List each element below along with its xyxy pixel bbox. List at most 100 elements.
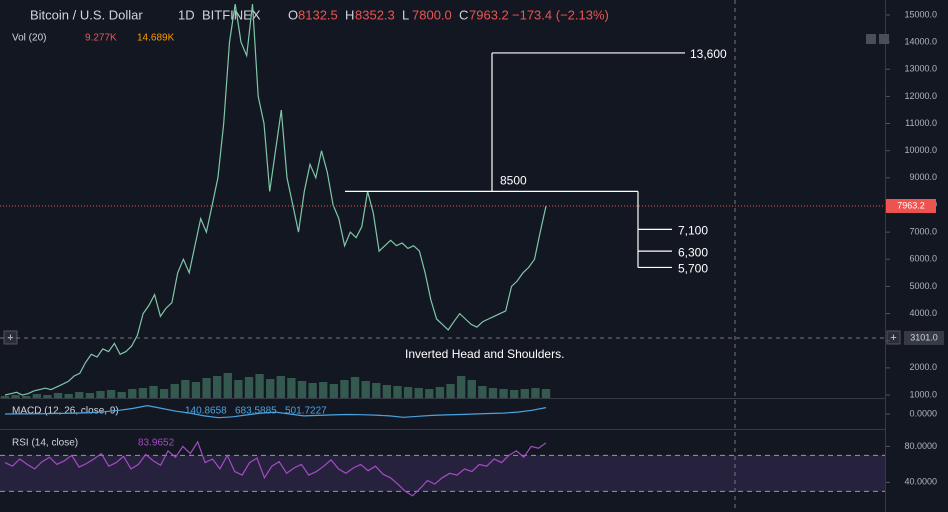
volume-bar — [0, 396, 10, 398]
legend-value: 83.9652 — [138, 438, 175, 449]
volume-bar — [488, 388, 498, 398]
level-label: 6,300 — [678, 245, 708, 259]
level-label: 13,600 — [690, 47, 727, 61]
legend-value: 140.8658 — [185, 406, 227, 417]
volume-bar — [96, 391, 105, 398]
volume-bar — [255, 374, 264, 398]
last-price-box — [886, 198, 936, 213]
volume-bar — [159, 389, 169, 398]
y-tick-label: 15000.0 — [904, 9, 937, 19]
volume-bar — [128, 389, 137, 398]
volume-bar — [319, 382, 328, 398]
scale-button[interactable] — [866, 34, 876, 44]
volume-bar — [361, 381, 370, 398]
volume-bar — [350, 377, 360, 398]
volume-bar — [212, 376, 222, 398]
symbol-title: Bitcoin / U.S. Dollar — [30, 7, 143, 22]
volume-bar — [478, 386, 487, 398]
volume-bar — [191, 382, 201, 398]
volume-bar — [425, 389, 434, 398]
volume-bar — [456, 376, 466, 398]
ohlc-label: O — [288, 7, 298, 22]
volume-bar — [446, 384, 455, 398]
volume-bar — [308, 383, 317, 398]
ohlc-value: 7800.0 — [412, 7, 452, 22]
volume-bar — [266, 379, 275, 398]
y-tick-label: 80.0000 — [904, 441, 937, 451]
series-line — [4, 440, 547, 497]
volume-bar — [106, 390, 116, 398]
volume-bar — [520, 389, 529, 398]
volume-bar — [32, 394, 41, 398]
volume-bar — [244, 377, 254, 398]
volume-bar — [287, 378, 296, 398]
level-label: 7,100 — [678, 224, 708, 238]
last-price-label: 7963.2 — [897, 200, 925, 210]
add-button[interactable] — [886, 330, 901, 345]
y-tick-label: 5000.0 — [909, 281, 937, 291]
volume-bar — [223, 373, 232, 398]
y-tick-label: 6000.0 — [909, 254, 937, 264]
volume-bar — [170, 384, 179, 398]
volume-bar — [403, 387, 413, 398]
y-tick-label: 14000.0 — [904, 36, 937, 46]
pane-legend: RSI (14, close) — [12, 438, 78, 449]
level-label: 8500 — [500, 174, 527, 188]
volume-bar — [276, 376, 285, 398]
legend-value: 9.277K — [85, 33, 117, 44]
volume-bar — [414, 388, 423, 398]
volume-bar — [393, 386, 402, 398]
exchange: BITFINEX — [202, 7, 261, 22]
change: −173.4 (−2.13%) — [512, 7, 609, 22]
volume-bar — [85, 393, 95, 398]
volume-bar — [510, 390, 519, 398]
series-line — [4, 404, 547, 419]
volume-bar — [138, 388, 148, 398]
y-tick-label: 4000.0 — [909, 308, 937, 318]
ohlc-value: 7963.2 — [469, 7, 509, 22]
volume-bar — [541, 389, 551, 398]
volume-bar — [43, 395, 52, 398]
volume-bar — [531, 388, 540, 398]
crosshair-box — [904, 330, 944, 345]
volume-bar — [53, 393, 63, 398]
legend-value: 683.5885 — [235, 406, 277, 417]
ohlc-value: 8352.3 — [355, 7, 395, 22]
y-tick-label: 10000.0 — [904, 145, 937, 155]
ohlc-label: L — [402, 7, 409, 22]
volume-bar — [499, 389, 508, 398]
volume-bar — [372, 383, 381, 398]
volume-bar — [181, 380, 190, 398]
ohlc-label: C — [459, 7, 468, 22]
interval: 1D — [178, 7, 195, 22]
pane-legend: Vol (20) — [12, 33, 46, 44]
y-tick-label: 0.0000 — [909, 408, 937, 418]
volume-bar — [382, 385, 392, 398]
y-tick-label: 1000.0 — [909, 389, 937, 399]
volume-bar — [297, 381, 307, 398]
volume-bar — [202, 378, 211, 398]
volume-bar — [64, 394, 73, 398]
volume-bar — [117, 392, 126, 398]
y-tick-label: 2000.0 — [909, 362, 937, 372]
y-tick-label: 9000.0 — [909, 172, 937, 182]
y-tick-label: 13000.0 — [904, 64, 937, 74]
legend-value: 14.689K — [137, 33, 175, 44]
volume-bar — [467, 380, 476, 398]
y-tick-label: 11000.0 — [905, 118, 937, 128]
level-label: 5,700 — [678, 262, 708, 276]
volume-bar — [75, 392, 84, 398]
volume-bar — [340, 380, 349, 398]
volume-bar — [22, 396, 31, 398]
plus-icon: + — [890, 332, 896, 344]
volume-bar — [435, 387, 445, 398]
y-tick-label: 7000.0 — [909, 227, 937, 237]
ohlc-label: H — [345, 7, 354, 22]
series-line — [4, 4, 547, 396]
y-tick-label: 12000.0 — [904, 91, 937, 101]
annotation: Inverted Head and Shoulders. — [405, 347, 564, 361]
ohlc-value: 8132.5 — [298, 7, 338, 22]
scale-button[interactable] — [879, 34, 889, 44]
